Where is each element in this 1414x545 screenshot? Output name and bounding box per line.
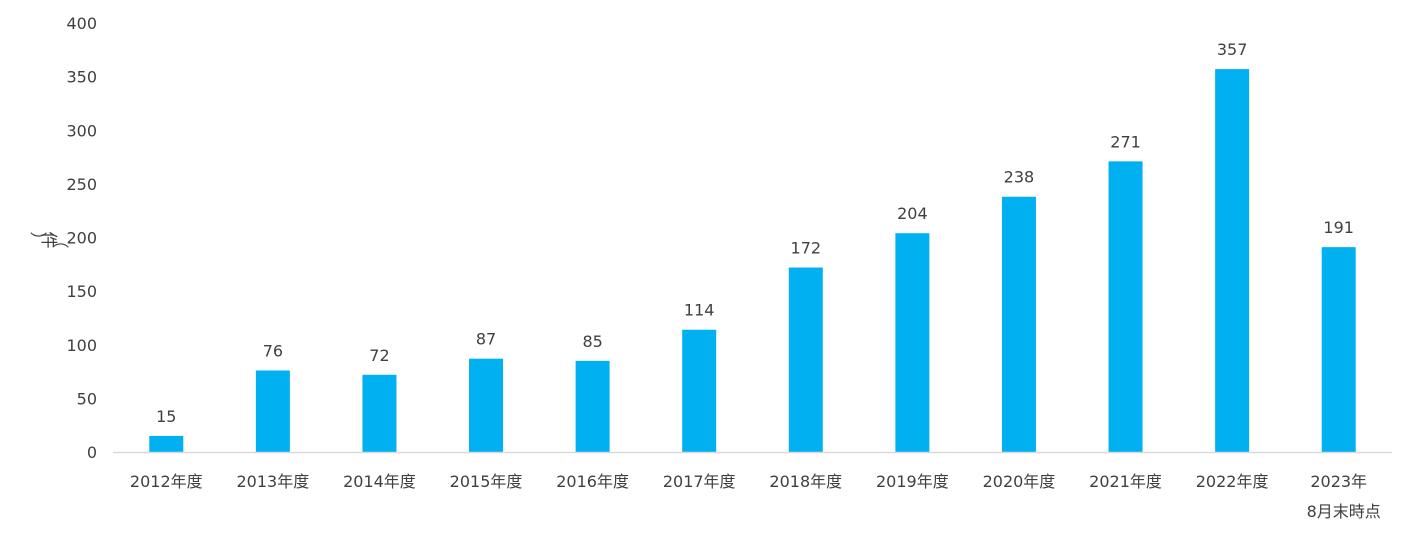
bar-value-label: 191 (1323, 218, 1354, 237)
x-tick-label: 2021年度 (1089, 472, 1162, 491)
bar-value-label: 357 (1217, 40, 1248, 59)
bars (149, 69, 1356, 453)
bar (362, 374, 397, 452)
x-tick-label: 2022年度 (1196, 472, 1269, 491)
bar-value-label: 15 (156, 407, 176, 426)
x-axis: 2012年度 2013年度 2014年度 2015年度 2016年度 2017年度 2018… (113, 451, 1392, 521)
bar (1108, 161, 1143, 453)
bar (1001, 196, 1036, 452)
y-tick-label: 250 (66, 175, 97, 194)
x-tick-label: 2014年度 (343, 472, 416, 491)
x-tick-label: 2018年度 (769, 472, 842, 491)
bar-value-label: 238 (1004, 168, 1035, 187)
bar (575, 360, 610, 452)
y-tick-label: 400 (66, 14, 97, 33)
x-tick-label: 2012年度 (130, 472, 203, 491)
bar-value-label: 271 (1110, 132, 1141, 151)
bar (1321, 247, 1356, 452)
data-labels: 15 76 72 87 85 114 172 204 238 271 357 191 (156, 40, 1354, 426)
y-tick-label: 300 (66, 121, 97, 140)
bar-value-label: 72 (369, 346, 389, 365)
bar-value-label: 85 (582, 332, 602, 351)
x-tick-label: 2020年度 (983, 472, 1056, 491)
y-tick-label: 200 (66, 229, 97, 248)
bar-value-label: 114 (684, 301, 715, 320)
y-tick-label: 150 (66, 282, 97, 301)
bar-value-label: 204 (897, 204, 928, 223)
bar (682, 329, 717, 452)
x-tick-label: 2017年度 (663, 472, 736, 491)
bar-value-label: 87 (476, 330, 496, 349)
bar (895, 233, 930, 452)
y-axis: 0 50 100 150 200 250 300 350 400 (66, 14, 97, 462)
x-tick-label: 2015年度 (450, 472, 523, 491)
bar (788, 267, 823, 452)
x-tick-label: 2013年度 (237, 472, 310, 491)
bar (149, 435, 184, 452)
bar (1215, 69, 1250, 453)
x-tick-label: 2023年 8月末時点 (1307, 472, 1381, 521)
y-tick-label: 0 (87, 443, 97, 462)
bar-value-label: 76 (263, 341, 283, 360)
y-tick-label: 350 (66, 68, 97, 87)
y-tick-label: 100 (66, 336, 97, 355)
x-tick-label: 2016年度 (556, 472, 629, 491)
y-tick-label: 50 (77, 389, 97, 408)
y-axis-label: （件） (27, 232, 69, 249)
bar-value-label: 172 (791, 239, 822, 258)
bar (469, 358, 504, 452)
bar (255, 370, 290, 452)
x-tick-label: 2019年度 (876, 472, 949, 491)
